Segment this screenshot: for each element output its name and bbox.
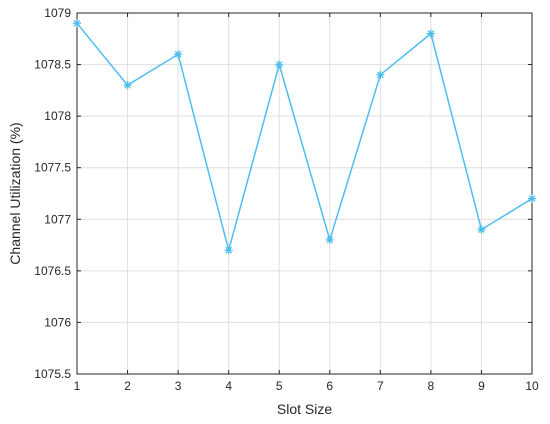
y-tick-label: 1078.5 xyxy=(34,58,71,72)
grid xyxy=(76,12,533,375)
x-tick-label: 1 xyxy=(74,379,81,393)
x-tick-label: 5 xyxy=(276,379,283,393)
axis-ticks xyxy=(76,12,533,375)
x-tick-label: 10 xyxy=(525,379,539,393)
y-axis-label: Channel Utilization (%) xyxy=(7,122,23,264)
data-point xyxy=(477,225,486,234)
series-markers xyxy=(73,19,536,255)
x-tick-label: 7 xyxy=(377,379,384,393)
data-point-stroke xyxy=(528,195,536,202)
data-point-stroke xyxy=(376,71,384,79)
data-point xyxy=(224,246,233,255)
y-tick-label: 1076 xyxy=(44,315,71,329)
plot-frame xyxy=(76,12,533,375)
data-point-stroke xyxy=(427,30,435,37)
data-point-stroke xyxy=(124,81,131,89)
data-point xyxy=(426,29,435,38)
data-point-stroke xyxy=(225,246,233,254)
data-point xyxy=(73,19,81,28)
data-point xyxy=(528,194,536,203)
series-line xyxy=(76,22,533,254)
data-point-stroke xyxy=(174,50,182,58)
data-point-stroke xyxy=(275,61,283,68)
x-tick-label: 9 xyxy=(478,379,485,393)
x-tick-label: 6 xyxy=(326,379,333,393)
y-tick-label: 1077 xyxy=(44,212,71,226)
data-point xyxy=(123,81,132,90)
x-tick-label: 4 xyxy=(225,379,232,393)
x-tick-label: 8 xyxy=(428,379,435,393)
data-point-stroke xyxy=(478,226,485,233)
data-point-stroke xyxy=(73,19,81,27)
data-point xyxy=(275,60,284,69)
y-tick-label: 1079 xyxy=(44,6,71,20)
data-point xyxy=(174,50,183,59)
x-tick-labels: 1 2 3 4 5 6 7 8 9 10 xyxy=(74,379,539,393)
y-tick-label: 1076.5 xyxy=(34,264,71,278)
x-tick-label: 3 xyxy=(175,379,182,393)
y-tick-labels: 1075.5 1076 1076.5 1077 1077.5 1078 1078.5 1079 xyxy=(34,6,71,381)
data-point-stroke xyxy=(326,236,334,244)
x-tick-label: 2 xyxy=(124,379,131,393)
y-tick-label: 1075.5 xyxy=(34,367,71,381)
data-point xyxy=(325,235,334,244)
data-point xyxy=(376,70,385,79)
x-axis-label: Slot Size xyxy=(277,401,332,417)
y-tick-label: 1078 xyxy=(44,109,71,123)
y-tick-label: 1077.5 xyxy=(34,161,71,175)
